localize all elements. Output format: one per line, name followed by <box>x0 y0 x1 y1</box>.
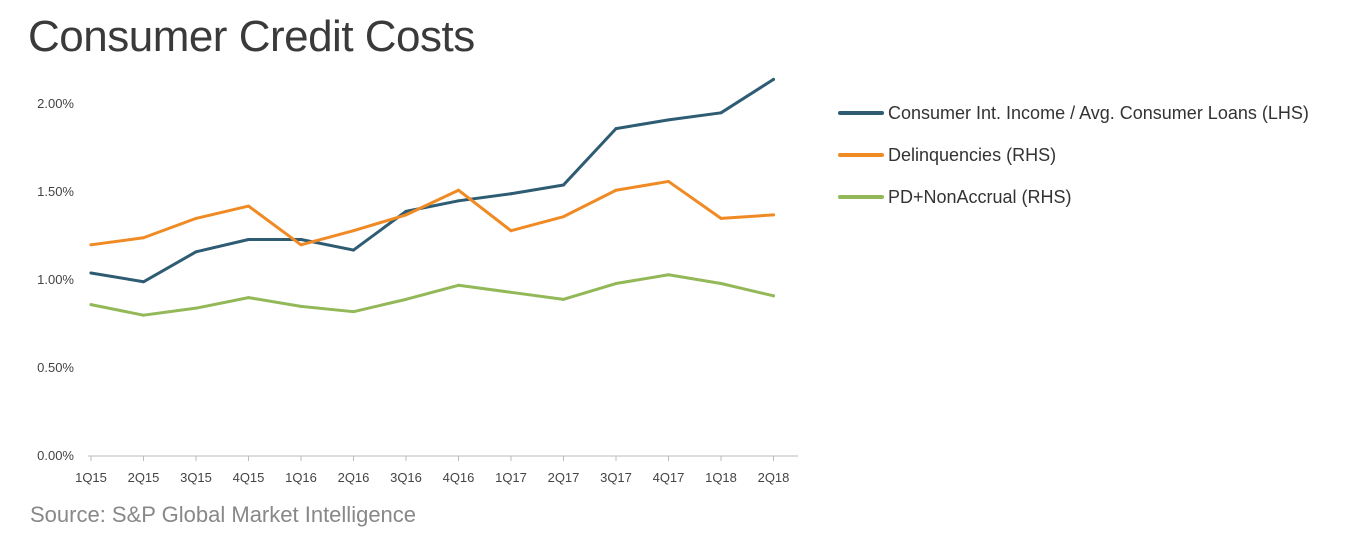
data-point <box>194 306 198 310</box>
data-point <box>614 127 618 131</box>
data-point <box>404 213 408 217</box>
legend-swatch <box>838 195 884 199</box>
series-line-1 <box>89 77 775 284</box>
x-tick-label: 1Q18 <box>705 470 737 485</box>
data-point <box>247 238 250 242</box>
x-tick-label: 1Q15 <box>75 470 107 485</box>
data-point <box>194 216 198 220</box>
data-point <box>667 273 670 277</box>
data-point <box>772 294 775 298</box>
data-point <box>89 243 93 247</box>
data-point <box>667 118 670 122</box>
data-point <box>247 296 250 300</box>
data-point <box>299 243 303 247</box>
y-tick-label: 0.50% <box>37 360 74 375</box>
data-point <box>142 313 145 317</box>
x-tick-label: 2Q17 <box>548 470 580 485</box>
data-point <box>772 77 775 81</box>
data-point <box>457 283 460 287</box>
y-tick-label: 1.50% <box>37 184 74 199</box>
series-line-3 <box>89 273 775 317</box>
data-point <box>509 290 513 294</box>
data-point <box>194 250 198 254</box>
x-tick-label: 4Q16 <box>443 470 475 485</box>
y-tick-label: 1.00% <box>37 272 74 287</box>
y-tick-label: 2.00% <box>37 96 74 111</box>
chart-legend: Consumer Int. Income / Avg. Consumer Loa… <box>838 92 1309 218</box>
chart-title: Consumer Credit Costs <box>28 12 475 61</box>
data-point <box>667 179 670 183</box>
legend-item: Consumer Int. Income / Avg. Consumer Loa… <box>838 92 1309 134</box>
data-point <box>562 215 565 219</box>
data-point <box>247 204 250 208</box>
x-tick-label: 1Q17 <box>495 470 527 485</box>
legend-item: PD+NonAccrual (RHS) <box>838 176 1309 218</box>
legend-swatch <box>838 111 884 115</box>
data-point <box>352 248 355 252</box>
x-tick-label: 2Q18 <box>758 470 790 485</box>
series-lines <box>89 77 775 317</box>
data-point <box>352 229 355 233</box>
legend-swatch <box>838 153 884 157</box>
data-point <box>142 280 145 284</box>
data-point <box>719 216 723 220</box>
chart-axes: 0.00% 0.50% 1.00% 1.50% 2.00% 1Q15 2Q15 3Q15 4Q1… <box>37 96 798 485</box>
data-point <box>719 282 723 286</box>
y-tick-label: 0.00% <box>37 448 74 463</box>
x-tick-label: 3Q16 <box>390 470 422 485</box>
data-point <box>509 229 513 233</box>
legend-label: Consumer Int. Income / Avg. Consumer Loa… <box>888 102 1309 123</box>
x-tick-label: 4Q17 <box>653 470 685 485</box>
x-tick-label: 2Q16 <box>338 470 370 485</box>
data-point <box>614 188 618 192</box>
data-point <box>352 310 355 314</box>
data-point <box>299 238 303 242</box>
x-tick-label: 3Q17 <box>600 470 632 485</box>
data-point <box>509 192 513 196</box>
data-point <box>562 297 565 301</box>
data-point <box>457 188 460 192</box>
data-point <box>299 304 303 308</box>
data-point <box>404 297 408 301</box>
data-point <box>89 303 93 307</box>
legend-item: Delinquencies (RHS) <box>838 134 1309 176</box>
data-point <box>457 199 460 203</box>
data-point <box>89 271 93 275</box>
x-tick-label: 1Q16 <box>285 470 317 485</box>
legend-label: Delinquencies (RHS) <box>888 144 1057 165</box>
chart-source: Source: S&P Global Market Intelligence <box>30 502 417 527</box>
data-point <box>772 213 775 217</box>
x-tick-label: 4Q15 <box>233 470 265 485</box>
series-line-2 <box>89 179 775 247</box>
data-point <box>719 111 723 115</box>
data-point <box>614 282 618 286</box>
x-tick-label: 3Q15 <box>180 470 212 485</box>
legend-label: PD+NonAccrual (RHS) <box>888 186 1072 207</box>
data-point <box>404 209 408 213</box>
data-point <box>142 236 145 240</box>
data-point <box>562 183 565 187</box>
x-tick-label: 2Q15 <box>128 470 160 485</box>
